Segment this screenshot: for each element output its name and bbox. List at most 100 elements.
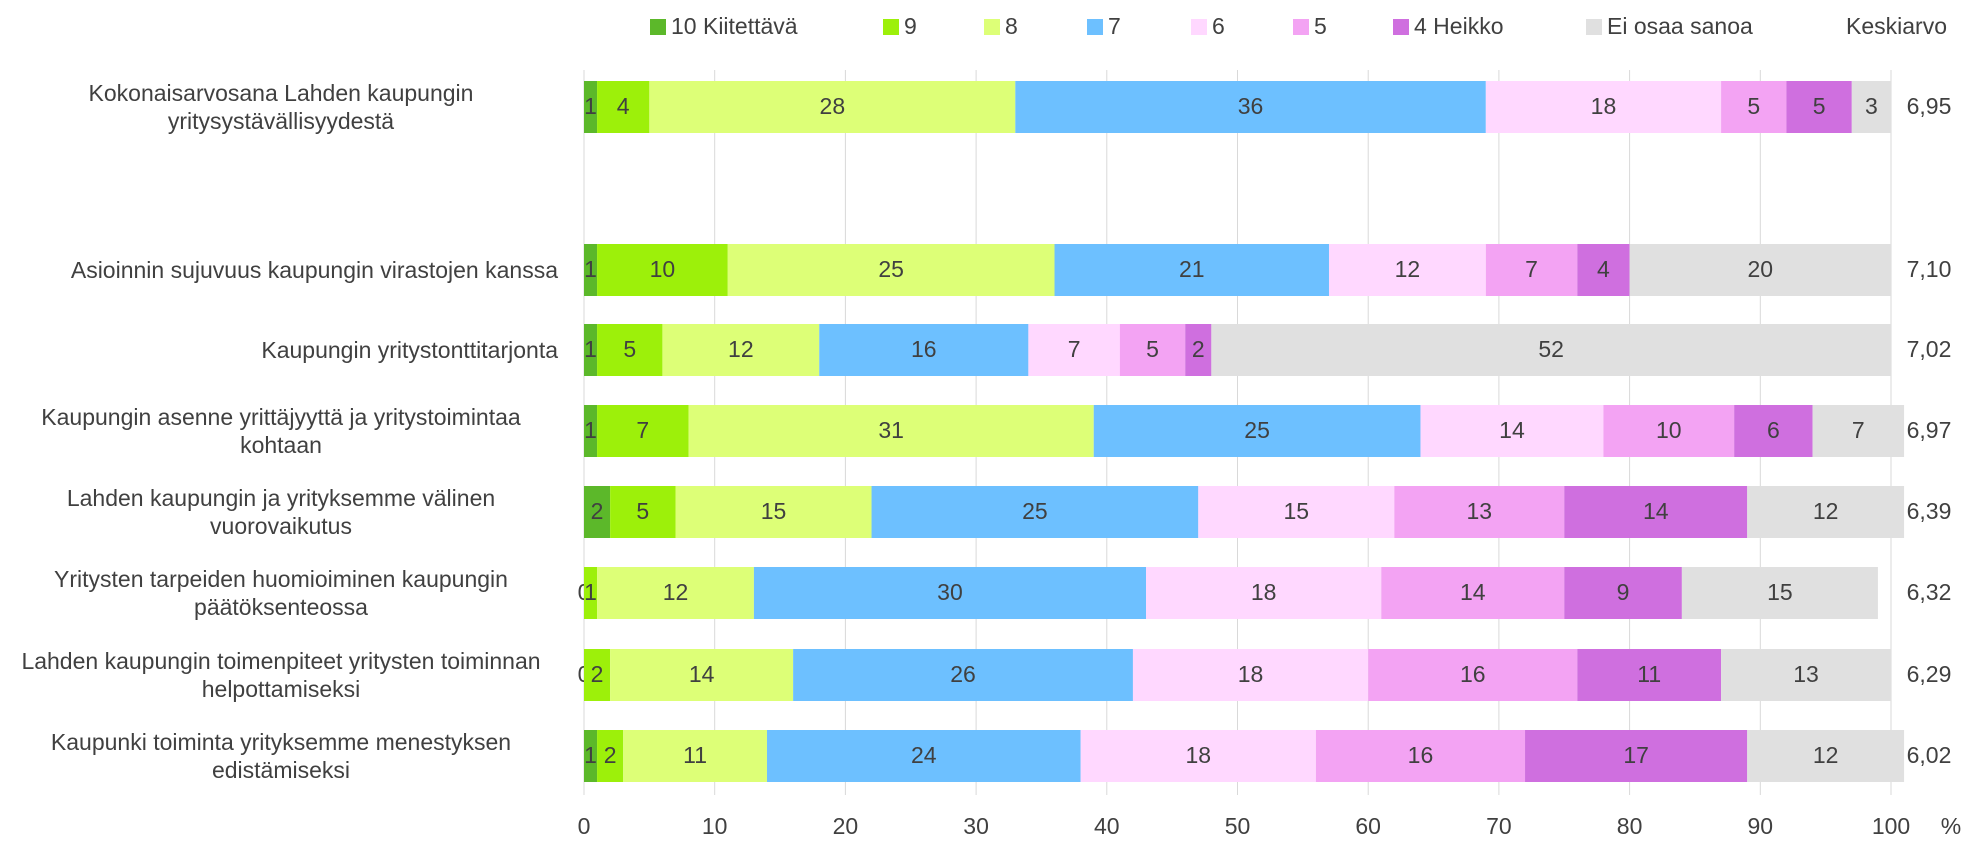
data-label: 24 bbox=[911, 742, 937, 768]
bar-segment bbox=[1420, 405, 1604, 457]
data-label: 11 bbox=[683, 742, 707, 768]
data-label: 15 bbox=[761, 498, 787, 524]
legend-label: 10 Kiitettävä bbox=[671, 13, 798, 39]
bar-segment bbox=[597, 324, 663, 376]
x-tick-label: 90 bbox=[1748, 813, 1774, 839]
data-label: 13 bbox=[1793, 661, 1819, 687]
bar-segment bbox=[1368, 649, 1578, 701]
data-label: 14 bbox=[1460, 579, 1486, 605]
bar-segment bbox=[649, 81, 1016, 133]
data-label: 17 bbox=[1623, 742, 1649, 768]
bar-segment bbox=[1015, 81, 1486, 133]
bar-segment bbox=[1485, 81, 1722, 133]
x-tick-label: 10 bbox=[702, 813, 728, 839]
data-label: 4 bbox=[617, 93, 630, 119]
legend-swatch bbox=[1393, 19, 1409, 35]
bar-segment bbox=[597, 730, 624, 782]
average-value: 6,02 bbox=[1907, 742, 1952, 768]
average-value: 6,95 bbox=[1907, 93, 1952, 119]
bar-segment bbox=[1080, 730, 1316, 782]
bar-segment bbox=[688, 405, 1094, 457]
data-label: 1 bbox=[584, 93, 597, 119]
bar-segment bbox=[1564, 567, 1682, 619]
data-label: 11 bbox=[1637, 661, 1661, 687]
bar-segment bbox=[584, 244, 598, 296]
bar-segment bbox=[584, 649, 611, 701]
legend-swatch bbox=[1293, 19, 1309, 35]
bar-segment bbox=[597, 405, 689, 457]
data-label: 25 bbox=[1022, 498, 1048, 524]
data-label: 7 bbox=[1525, 256, 1538, 282]
data-label: 9 bbox=[1617, 579, 1630, 605]
x-tick-label: 70 bbox=[1486, 813, 1512, 839]
x-tick-label: 40 bbox=[1094, 813, 1120, 839]
bar-segment bbox=[1851, 81, 1891, 133]
data-label: 1 bbox=[584, 417, 597, 443]
data-label: 2 bbox=[591, 661, 604, 687]
legend-swatch bbox=[1586, 19, 1602, 35]
average-value: 6,97 bbox=[1907, 417, 1952, 443]
data-label: 36 bbox=[1238, 93, 1264, 119]
average-value: 7,02 bbox=[1907, 336, 1952, 362]
data-label: 15 bbox=[1284, 498, 1310, 524]
bar-segment bbox=[1132, 649, 1369, 701]
data-label: 12 bbox=[1813, 742, 1839, 768]
data-label: 4 bbox=[1597, 256, 1610, 282]
category-label: Kokonaisarvosana Lahden kaupungin yritys… bbox=[88, 80, 474, 134]
bar-segment bbox=[1747, 486, 1905, 538]
data-label: 14 bbox=[1643, 498, 1669, 524]
data-label: 5 bbox=[1146, 336, 1159, 362]
category-label: Asioinnin sujuvuus kaupungin virastojen … bbox=[70, 257, 558, 283]
bar-segment bbox=[1747, 730, 1905, 782]
bar-segment bbox=[766, 730, 1081, 782]
bar-segment bbox=[1577, 244, 1630, 296]
bar-segment bbox=[1119, 324, 1186, 376]
bar-segment bbox=[819, 324, 1029, 376]
x-tick-label: 100 bbox=[1872, 813, 1910, 839]
bar-segment bbox=[1485, 244, 1578, 296]
bar-segment bbox=[1394, 486, 1565, 538]
bar-segment bbox=[1315, 730, 1526, 782]
x-tick-label: 80 bbox=[1617, 813, 1643, 839]
bar-segment bbox=[1812, 405, 1905, 457]
data-label: 2 bbox=[604, 742, 617, 768]
category-label: Kaupungin yritystonttitarjonta bbox=[261, 337, 558, 363]
legend-label: 7 bbox=[1108, 13, 1121, 39]
bar-segment bbox=[1681, 567, 1878, 619]
data-label: 10 bbox=[1656, 417, 1682, 443]
data-label: 31 bbox=[878, 417, 904, 443]
data-label: 13 bbox=[1466, 498, 1492, 524]
data-label: 12 bbox=[728, 336, 754, 362]
x-tick-label: 60 bbox=[1355, 813, 1381, 839]
data-label: 14 bbox=[1499, 417, 1525, 443]
category-label: Kaupunki toiminta yrityksemme menestykse… bbox=[50, 729, 512, 783]
category-label: Lahden kaupungin toimenpiteet yritysten … bbox=[21, 648, 541, 702]
bar-segment bbox=[1054, 244, 1329, 296]
category-label: Yritysten tarpeiden huomioiminen kaupung… bbox=[54, 566, 508, 620]
data-label: 15 bbox=[1767, 579, 1793, 605]
data-label: 1 bbox=[584, 256, 597, 282]
bar-segment bbox=[1211, 324, 1891, 376]
data-label: 1 bbox=[584, 336, 597, 362]
bar-segment bbox=[1198, 486, 1395, 538]
average-value: 6,29 bbox=[1907, 661, 1952, 687]
bar-segment bbox=[584, 486, 611, 538]
data-label: 10 bbox=[650, 256, 676, 282]
data-label: 5 bbox=[623, 336, 636, 362]
data-label: 30 bbox=[937, 579, 963, 605]
data-label: 12 bbox=[1813, 498, 1839, 524]
data-label: 20 bbox=[1748, 256, 1774, 282]
legend-label: Ei osaa sanoa bbox=[1607, 13, 1753, 39]
data-label: 5 bbox=[1747, 93, 1760, 119]
data-label: 7 bbox=[1068, 336, 1081, 362]
bar-segment bbox=[1629, 244, 1891, 296]
data-label: 7 bbox=[636, 417, 649, 443]
bar-segment bbox=[584, 567, 598, 619]
data-label: 16 bbox=[1408, 742, 1434, 768]
data-label: 52 bbox=[1538, 336, 1564, 362]
data-label: 5 bbox=[636, 498, 649, 524]
bar-segment bbox=[597, 567, 754, 619]
x-tick-label: 0 bbox=[578, 813, 591, 839]
